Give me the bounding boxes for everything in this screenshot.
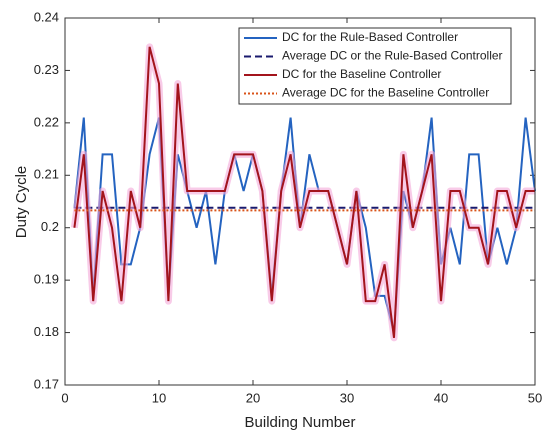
y-tick-label: 0.23 — [34, 62, 59, 77]
x-tick-label: 50 — [528, 390, 542, 405]
series-line — [73, 117, 536, 333]
y-tick-label: 0.2 — [41, 219, 59, 234]
legend-text: Average DC or the Rule-Based Controller — [282, 49, 503, 63]
y-tick-label: 0.21 — [34, 167, 59, 182]
y-axis-label: Duty Cycle — [13, 166, 30, 239]
x-tick-label: 30 — [340, 390, 354, 405]
x-tick-label: 20 — [246, 390, 260, 405]
y-tick-label: 0.19 — [34, 272, 59, 287]
x-tick-label: 40 — [434, 390, 448, 405]
x-tick-label: 10 — [152, 390, 166, 405]
legend-text: DC for the Baseline Controller — [282, 67, 441, 81]
y-tick-label: 0.24 — [34, 9, 59, 24]
x-tick-label: 0 — [61, 390, 68, 405]
y-tick-label: 0.22 — [34, 114, 59, 129]
legend-text: Average DC for the Baseline Controller — [282, 86, 489, 100]
legend-text: DC for the Rule-Based Controller — [282, 30, 458, 44]
y-tick-label: 0.18 — [34, 324, 59, 339]
x-axis-label: Building Number — [245, 414, 356, 431]
plot-frame — [64, 17, 536, 386]
legend-box — [238, 27, 512, 105]
y-tick-label: 0.17 — [34, 376, 59, 391]
series-line — [73, 46, 535, 338]
